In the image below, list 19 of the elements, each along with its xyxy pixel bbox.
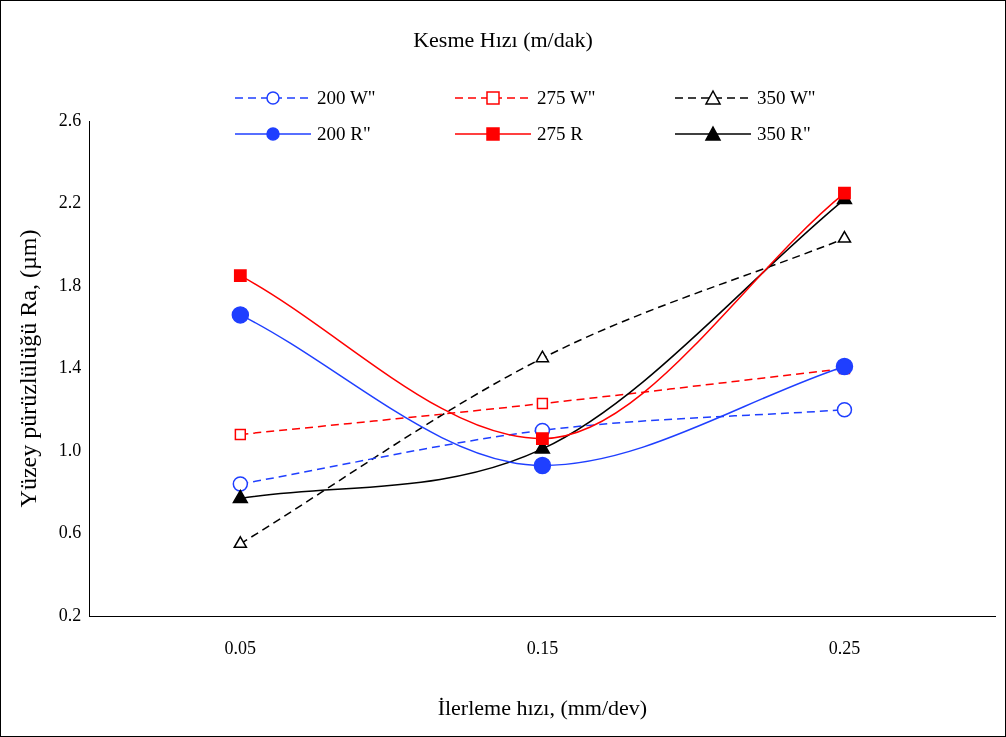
y-axis-title: Yüzey pürüzlülüğü Ra, (µm) bbox=[14, 229, 41, 508]
legend-title: Kesme Hızı (m/dak) bbox=[412, 27, 594, 53]
y-tick-label: 1.8 bbox=[58, 274, 82, 295]
y-tick-label: 0.6 bbox=[58, 522, 82, 543]
legend-label: 350 R" bbox=[757, 123, 811, 145]
y-tick-label: 2.2 bbox=[58, 192, 82, 213]
legend-label: 200 R" bbox=[317, 123, 371, 145]
legend-label: 350 W" bbox=[757, 87, 816, 109]
x-tick-label: 0.25 bbox=[828, 637, 861, 658]
y-tick-label: 0.2 bbox=[58, 604, 82, 625]
y-tick-label: 2.6 bbox=[58, 109, 82, 130]
legend-label: 200 W" bbox=[317, 87, 376, 109]
legend-label: 275 W" bbox=[537, 87, 596, 109]
x-tick-label: 0.05 bbox=[224, 637, 257, 658]
y-tick-label: 1.4 bbox=[58, 357, 82, 378]
x-axis-title: İlerleme hızı, (mm/dev) bbox=[437, 694, 648, 720]
y-tick-label: 1.0 bbox=[58, 439, 82, 460]
legend-label: 275 R bbox=[537, 123, 583, 145]
x-tick-label: 0.15 bbox=[526, 637, 559, 658]
